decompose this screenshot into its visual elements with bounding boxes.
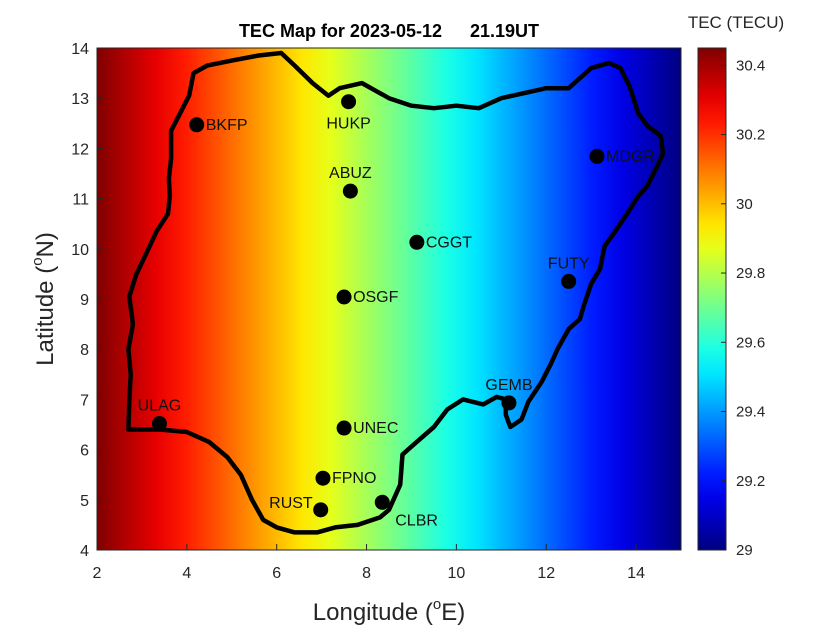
x-tick-label: 14 (627, 565, 645, 582)
nigeria-boundary (126, 50, 666, 535)
y-tick-label: 11 (72, 192, 89, 209)
x-tick-label: 2 (93, 565, 102, 582)
x-tick-label: 8 (362, 565, 371, 582)
station-label-unec: UNEC (353, 420, 398, 437)
station-marker-cggt[interactable] (409, 234, 425, 250)
station-marker-mdgr[interactable] (589, 148, 605, 164)
station-layer: BKFP HUKP ABUZ MDGR CGGT FUTY OSGF GEMB ULAG UNEC… (138, 94, 655, 529)
station-label-rust: RUST (269, 495, 313, 512)
station-marker-unec[interactable] (336, 420, 352, 436)
station-label-osgf: OSGF (353, 289, 399, 306)
x-tick-label: 6 (272, 565, 281, 582)
colorbar-tick-label: 30.2 (736, 127, 765, 144)
colorbar-tick-label: 29.4 (736, 404, 765, 421)
x-axis-label: Longitude (oE) (313, 596, 465, 626)
chart-title: TEC Map for 2023-05-12 21.19UT (239, 21, 539, 41)
station-marker-rust[interactable] (313, 502, 329, 518)
colorbar-tick-label: 29 (736, 542, 753, 559)
station-marker-ulag[interactable] (151, 415, 167, 431)
station-marker-futy[interactable] (561, 273, 577, 289)
station-marker-hukp[interactable] (341, 94, 357, 110)
station-label-fpno: FPNO (332, 470, 376, 487)
station-label-hukp: HUKP (326, 116, 370, 133)
y-tick-label: 7 (80, 392, 89, 409)
station-label-abuz: ABUZ (329, 165, 372, 182)
colorbar-tick-label: 30 (736, 196, 753, 213)
y-tick-label: 9 (80, 292, 89, 309)
station-marker-bkfp[interactable] (189, 117, 205, 133)
x-tick-label: 10 (447, 565, 465, 582)
station-marker-gemb[interactable] (501, 395, 517, 411)
station-label-ulag: ULAG (138, 397, 182, 414)
y-axis-label: Latitude (oN) (29, 232, 59, 366)
y-tick-label: 13 (71, 91, 89, 108)
x-axis-ticks: 2 4 6 8 10 12 14 (93, 544, 645, 582)
colorbar-tick-label: 30.4 (736, 57, 765, 74)
colorbar-ticks: 29 29.2 29.4 29.6 29.8 30 30.2 30.4 (721, 57, 765, 559)
title-main: TEC Map for 2023-05-12 (239, 21, 442, 41)
station-marker-abuz[interactable] (342, 183, 358, 199)
station-label-clbr: CLBR (395, 512, 438, 529)
colorbar-tick-label: 29.6 (736, 334, 765, 351)
x-tick-label: 4 (182, 565, 191, 582)
colorbar-tick-label: 29.2 (736, 473, 765, 490)
colorbar (697, 47, 727, 551)
station-label-bkfp: BKFP (206, 117, 248, 134)
x-tick-label: 12 (537, 565, 555, 582)
station-label-mdgr: MDGR (606, 148, 655, 165)
station-label-futy: FUTY (548, 255, 590, 272)
station-marker-clbr[interactable] (374, 494, 390, 510)
y-tick-label: 5 (80, 493, 89, 510)
y-tick-label: 12 (71, 141, 89, 158)
colorbar-title: TEC (TECU) (688, 13, 784, 32)
station-label-gemb: GEMB (485, 377, 532, 394)
colorbar-tick-label: 29.8 (736, 265, 765, 282)
y-tick-label: 10 (71, 242, 89, 259)
y-tick-label: 4 (80, 543, 89, 560)
y-tick-label: 8 (80, 342, 89, 359)
y-axis-ticks: 4 5 6 7 8 9 10 11 12 13 14 (71, 41, 103, 560)
station-label-cggt: CGGT (426, 234, 472, 251)
y-tick-label: 14 (71, 41, 89, 58)
station-marker-osgf[interactable] (336, 289, 352, 305)
y-tick-label: 6 (80, 443, 89, 460)
station-marker-fpno[interactable] (315, 470, 331, 486)
title-time: 21.19UT (470, 21, 539, 41)
